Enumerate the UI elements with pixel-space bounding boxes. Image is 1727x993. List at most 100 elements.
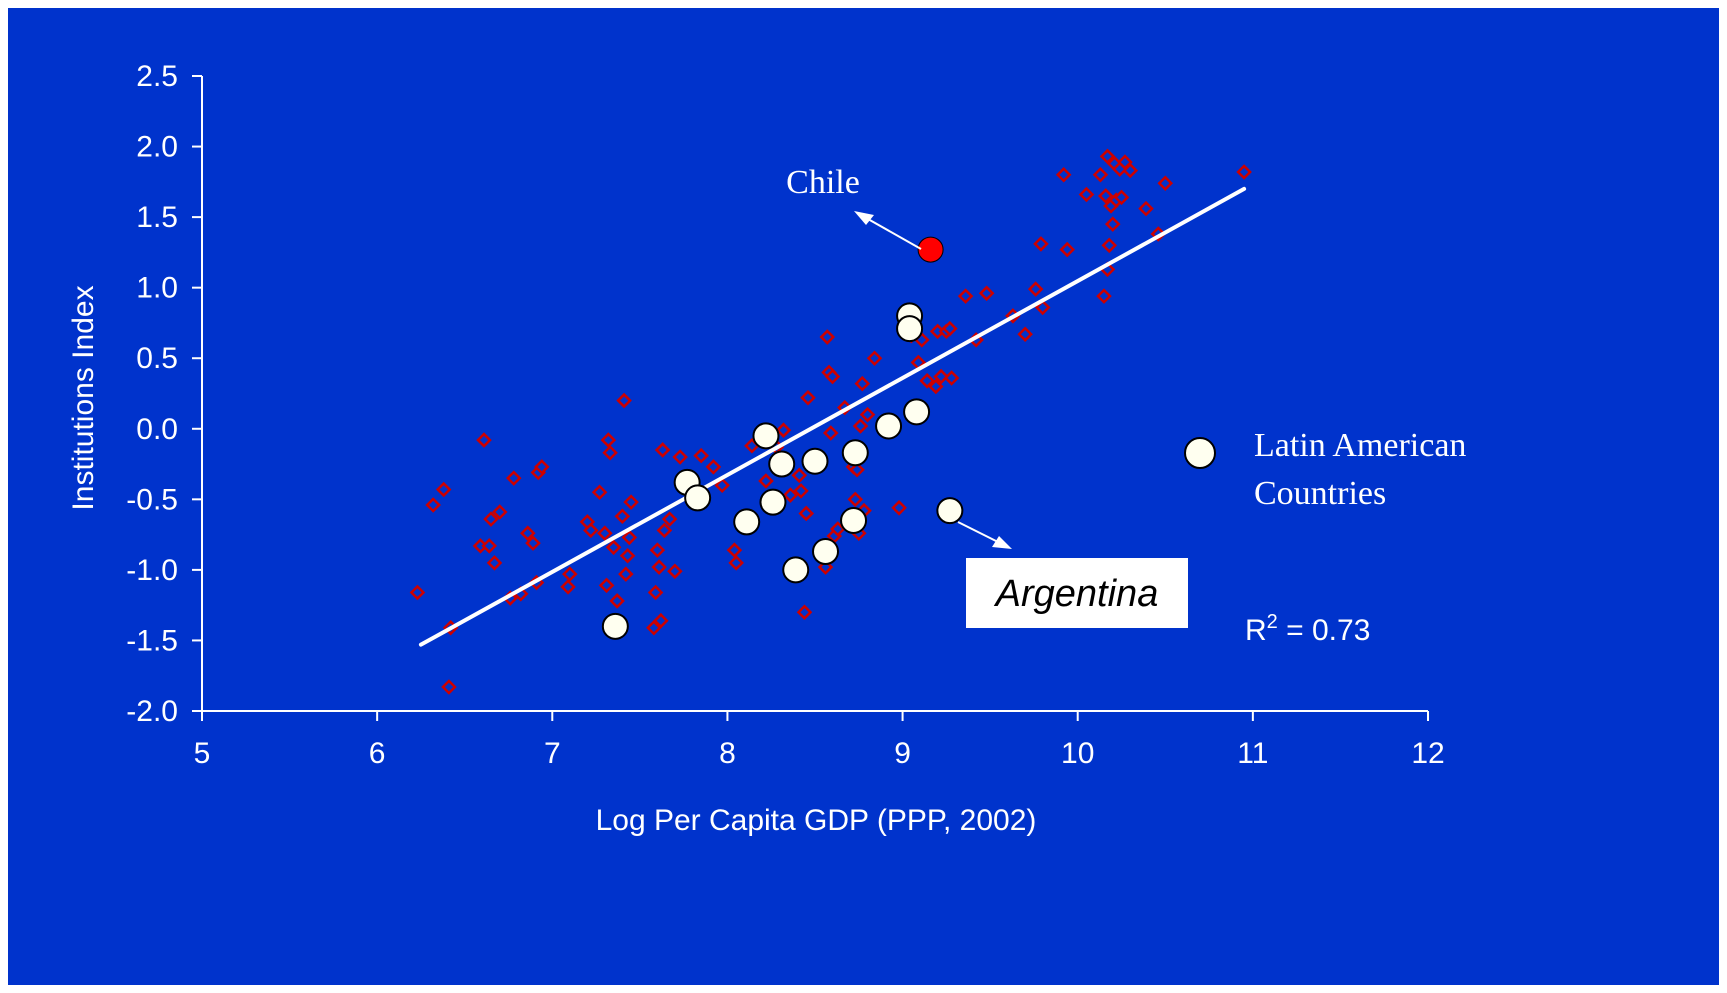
country-point [919,373,935,389]
latam-point [801,447,829,475]
country-point [602,444,618,461]
country-point [621,529,638,546]
country-point [1017,326,1033,343]
latam-point [875,412,903,440]
r-squared-prefix: R [1245,614,1267,647]
argentina-label: Argentina [994,573,1159,615]
country-point [1034,299,1051,316]
country-point [672,449,688,465]
country-point [714,477,730,493]
country-point [441,679,457,695]
chile-point [917,236,944,263]
country-point [866,350,883,366]
country-point [942,320,958,337]
axes: 5 6 7 8 9 10 11 12 2.5 2.0 1.5 1.0 0.5 0.0 -0.5 -1.0 -1.… [126,60,1444,770]
latam-point [684,484,712,512]
country-point [598,577,615,594]
y-axis-label: Institutions Index [67,285,100,510]
latam-point [903,398,931,426]
country-point [667,563,683,580]
country-point [798,505,815,522]
x-tick-label: 5 [194,737,211,770]
country-point [693,447,709,464]
country-point [943,370,960,386]
x-tick-label: 11 [1237,737,1268,770]
country-point [849,461,865,478]
country-point [1113,189,1130,206]
country-point [614,508,631,525]
country-point [1157,175,1174,192]
chart-slide: 5 6 7 8 9 10 11 12 2.5 2.0 1.5 1.0 0.5 0.0 -0.5 -1.0 -1.… [8,8,1719,985]
country-point [591,484,608,501]
country-point [933,368,949,385]
country-point [583,522,599,539]
country-point [791,467,808,484]
country-point [1033,236,1049,252]
country-point [847,491,864,508]
y-tick-label: 2.5 [136,60,178,93]
country-point [623,494,639,510]
country-point [519,525,536,541]
country-point [859,406,876,423]
latam-point [768,450,796,478]
country-point [651,559,667,575]
country-point [562,566,578,582]
country-point [978,285,995,302]
country-point [854,375,871,392]
country-point [1236,164,1252,180]
y-tick-label: -2.0 [126,695,178,728]
trend-line [418,186,1247,647]
country-point [481,538,498,554]
latam-point [841,439,869,467]
x-tick-label: 6 [369,737,386,770]
latam-point [733,508,761,536]
country-point [1078,186,1095,203]
country-point [491,504,508,520]
chile-label: Chile [786,164,860,201]
country-point [476,432,492,448]
country-point [1111,161,1128,177]
x-tick-label: 8 [719,737,736,770]
country-point [1097,188,1114,204]
country-point [957,288,974,304]
argentina-label-box [966,558,1188,628]
country-point [796,604,813,620]
legend-latam-line2: Countries [1254,475,1386,512]
legend-latam-marker [1184,437,1216,469]
latam-point [782,556,810,584]
country-point [534,459,550,475]
y-tick-label: 2.0 [136,131,178,164]
latam-point [601,612,629,640]
latam-point [840,507,868,534]
country-point [822,425,839,441]
country-point [647,584,664,601]
country-point [705,459,722,475]
r-squared-sup: 2 [1267,611,1278,633]
r-squared-value: = 0.73 [1278,614,1371,647]
x-tick-label: 12 [1411,737,1444,770]
argentina-arrow [957,521,1012,549]
country-point [1138,200,1154,217]
latam-point [812,538,840,566]
x-tick-label: 9 [894,737,911,770]
country-point [758,473,774,489]
country-point [661,511,678,527]
y-tick-label: 1.5 [136,201,178,234]
country-point [425,497,441,513]
country-point [793,483,809,499]
country-point [646,619,662,636]
country-point [609,593,625,609]
latam-points-series [601,236,964,640]
country-point [891,500,907,516]
country-point [726,542,743,558]
country-point [1059,241,1075,258]
country-point [800,389,816,406]
country-point [852,418,869,434]
country-point [728,555,744,571]
y-tick-label: 0.5 [136,342,178,375]
country-point [435,481,452,498]
country-point [1104,216,1121,232]
country-point [600,432,617,448]
country-point [597,525,613,541]
latam-point [752,422,780,450]
